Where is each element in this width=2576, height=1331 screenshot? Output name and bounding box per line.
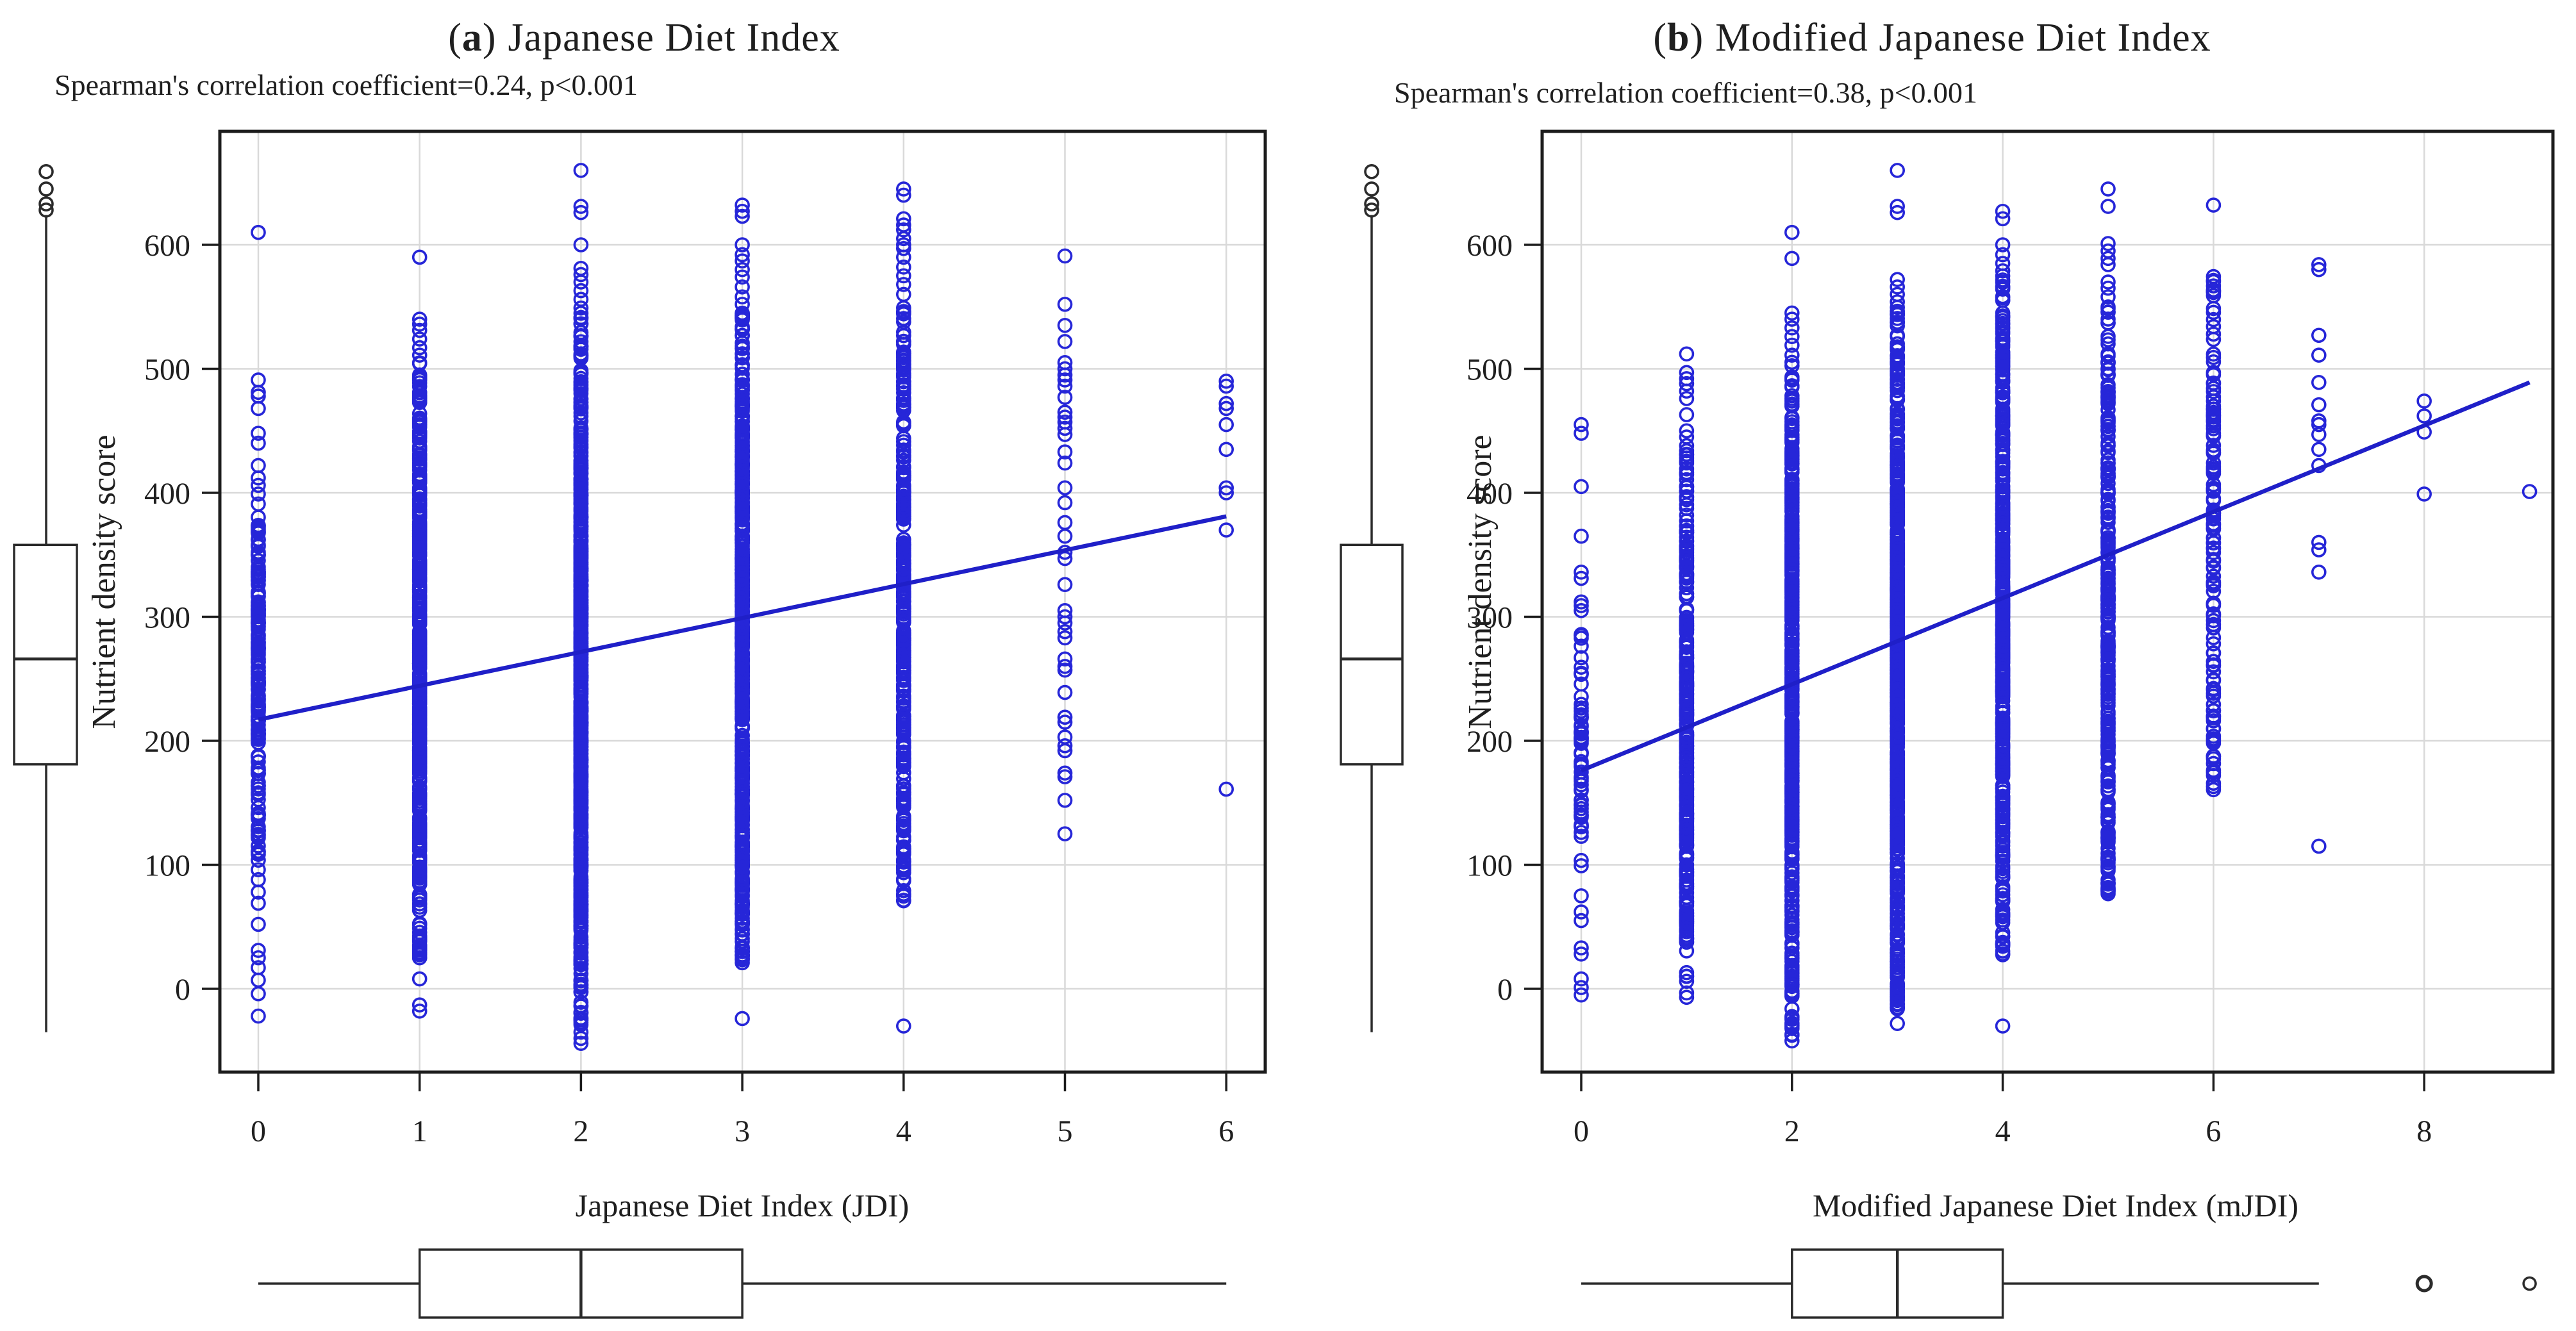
svg-text:0: 0 (251, 1114, 266, 1148)
svg-text:4: 4 (896, 1114, 911, 1148)
panel-b-x-axis-title: Modified Japanese Diet Index (mJDI) (1812, 1187, 2299, 1223)
regression-line-b (1580, 380, 2530, 773)
svg-text:600: 600 (144, 229, 190, 263)
panel-b-letter: b (1667, 16, 1690, 60)
panel-b-subtitle: Spearman's correlation coefficient=0.38,… (1394, 76, 1978, 109)
svg-text:8: 8 (2416, 1114, 2432, 1148)
svg-text:100: 100 (1467, 848, 1513, 882)
svg-text:5: 5 (1058, 1114, 1073, 1148)
panel-a-letter: a (461, 16, 483, 60)
panel-b-plot: 0 100 200 300 400 500 600 0 2 4 6 8 (1340, 129, 2555, 1319)
y-marginal-boxplot-b (1340, 164, 1404, 1032)
panel-b-title: (b) Modified Japanese Diet Index (1653, 16, 2211, 60)
svg-text:500: 500 (1467, 352, 1513, 386)
panel-b-letter-paren: ( (1653, 16, 1668, 60)
panel-a-subtitle: Spearman's correlation coefficient=0.24,… (54, 69, 638, 101)
svg-text:3: 3 (735, 1114, 750, 1148)
svg-text:1: 1 (412, 1114, 428, 1148)
x-marginal-boxplot-b (1581, 1248, 2537, 1319)
scatter-points-a (251, 163, 1234, 1051)
panel-b-title-text: Modified Japanese Diet Index (1715, 16, 2211, 60)
svg-text:6: 6 (2206, 1114, 2221, 1148)
svg-text:400: 400 (1467, 477, 1513, 511)
axis-tick-labels-a: 0 100 200 300 400 500 600 0 1 2 3 4 5 6 (144, 229, 1234, 1148)
svg-text:300: 300 (144, 600, 190, 634)
axis-tick-labels-b: 0 100 200 300 400 500 600 0 2 4 6 8 (1467, 229, 2432, 1148)
regression-line-a (258, 514, 1227, 722)
svg-text:2: 2 (1784, 1114, 1800, 1148)
svg-text:300: 300 (1467, 600, 1513, 634)
svg-text:200: 200 (144, 725, 190, 759)
svg-text:0: 0 (175, 973, 190, 1007)
panel-a-title-text: Japanese Diet Index (508, 16, 840, 60)
panel-a-letter-paren: ( (448, 16, 462, 60)
panel-a-x-axis-title: Japanese Diet Index (JDI) (575, 1187, 910, 1223)
panel-a-title: (a) Japanese Diet Index (448, 16, 840, 60)
svg-text:0: 0 (1497, 973, 1513, 1007)
x-marginal-boxplot-a (258, 1248, 1227, 1319)
svg-text:600: 600 (1467, 229, 1513, 263)
scatter-points-b (1574, 163, 2538, 1049)
panel-a-plot: 0 100 200 300 400 500 600 0 1 2 3 4 5 6 (13, 129, 1267, 1319)
svg-text:2: 2 (573, 1114, 588, 1148)
plot-frame-b (1540, 129, 2555, 1074)
y-marginal-boxplot-a (13, 164, 78, 1032)
svg-text:0: 0 (1574, 1114, 1589, 1148)
svg-text:500: 500 (144, 352, 190, 386)
svg-text:400: 400 (144, 477, 190, 511)
panel-b-y-axis-title: Nutrient density score (1462, 434, 1499, 729)
svg-text:6: 6 (1218, 1114, 1234, 1148)
svg-text:4: 4 (1995, 1114, 2011, 1148)
panel-a-y-axis-title: Nutrient density score (86, 434, 122, 729)
svg-text:200: 200 (1467, 725, 1513, 759)
svg-text:100: 100 (144, 848, 190, 882)
axis-ticks-b (1524, 244, 2425, 1091)
axis-ticks-a (202, 244, 1227, 1091)
